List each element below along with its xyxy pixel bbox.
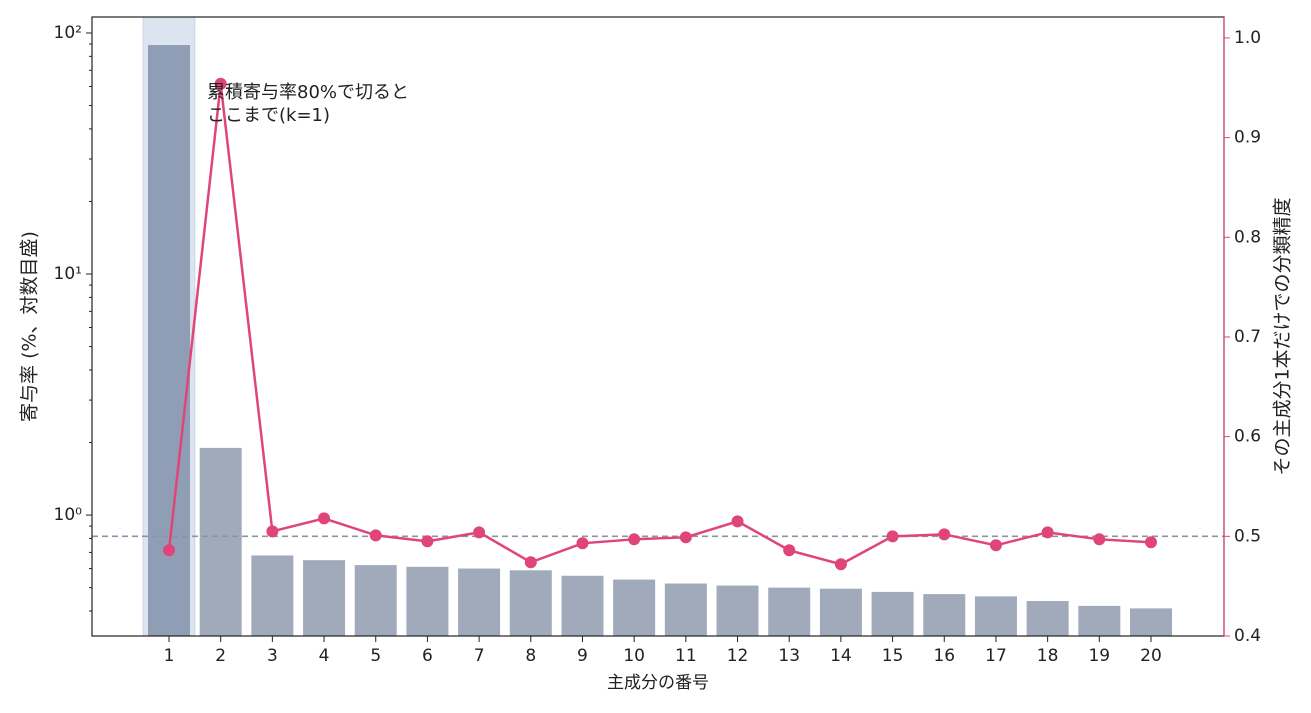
y2-tick-label: 0.7 (1234, 327, 1261, 347)
bar (1078, 605, 1121, 636)
bar (768, 587, 811, 636)
point (989, 539, 1002, 552)
bar (871, 591, 914, 636)
bar (1026, 601, 1069, 636)
point (783, 544, 796, 557)
x-tick-label: 18 (1037, 646, 1059, 666)
y-tick-label: 10⁰ (54, 505, 83, 525)
x-tick-label: 13 (778, 646, 800, 666)
y-axis-label: 寄与率 (%、対数目盛) (19, 231, 41, 422)
y2-tick-label: 0.4 (1234, 626, 1261, 646)
bar (354, 565, 397, 636)
bar (716, 585, 759, 636)
x-tick-label: 1 (164, 646, 175, 666)
line (167, 83, 1152, 566)
bar (509, 570, 552, 636)
x-tick-label: 12 (727, 646, 749, 666)
y2-tick-label: 0.8 (1234, 227, 1261, 247)
annotation: ここまで(k=1) (207, 105, 330, 126)
y2-axis-label: その主成分1本だけでの分類精度 (1272, 197, 1294, 475)
point (163, 544, 175, 557)
bar (458, 568, 501, 636)
y2-tick-label: 1.0 (1234, 28, 1261, 48)
bar (819, 588, 862, 636)
point (886, 530, 899, 543)
bar (199, 447, 242, 636)
bar (406, 566, 449, 636)
bar (1130, 608, 1172, 636)
point (524, 556, 537, 569)
y2-tick-label: 0.9 (1234, 128, 1261, 148)
bar (303, 560, 346, 636)
x-tick-label: 5 (370, 646, 381, 666)
bar (923, 594, 966, 636)
bar (664, 583, 707, 636)
x-tick-label: 20 (1140, 646, 1162, 666)
point (318, 512, 331, 525)
point (938, 528, 951, 541)
bar (613, 579, 656, 636)
annotation: 累積寄与率80%で切ると (207, 82, 409, 103)
x-tick-label: 14 (830, 646, 852, 666)
x-tick-label: 3 (267, 646, 278, 666)
x-tick-label: 15 (882, 646, 904, 666)
point (679, 531, 692, 544)
x-axis-label: 主成分の番号 (607, 673, 709, 693)
x-tick-label: 16 (933, 646, 955, 666)
point (1145, 536, 1157, 549)
point (576, 537, 589, 550)
bar (561, 575, 604, 636)
bar (251, 555, 294, 636)
x-tick-label: 19 (1088, 646, 1110, 666)
point (628, 533, 641, 546)
bar (974, 596, 1017, 636)
point (369, 529, 382, 542)
y2-tick-label: 0.5 (1234, 526, 1261, 546)
point (473, 526, 486, 539)
point (266, 525, 279, 538)
x-tick-label: 11 (675, 646, 697, 666)
y-tick-label: 10¹ (54, 264, 82, 284)
point (834, 558, 847, 571)
point (1093, 533, 1106, 546)
y2-tick-label: 0.6 (1234, 427, 1261, 447)
point (421, 535, 434, 548)
point (731, 515, 744, 528)
x-tick-label: 4 (319, 646, 330, 666)
x-tick-label: 9 (577, 646, 588, 666)
bar (148, 45, 190, 637)
point (1041, 526, 1054, 539)
y-tick-label: 10² (54, 23, 82, 43)
x-tick-label: 2 (215, 646, 226, 666)
point (214, 77, 227, 90)
x-tick-label: 7 (474, 646, 485, 666)
x-tick-label: 10 (623, 646, 645, 666)
x-tick-label: 6 (422, 646, 433, 666)
x-tick-label: 17 (985, 646, 1007, 666)
x-tick-label: 8 (525, 646, 536, 666)
